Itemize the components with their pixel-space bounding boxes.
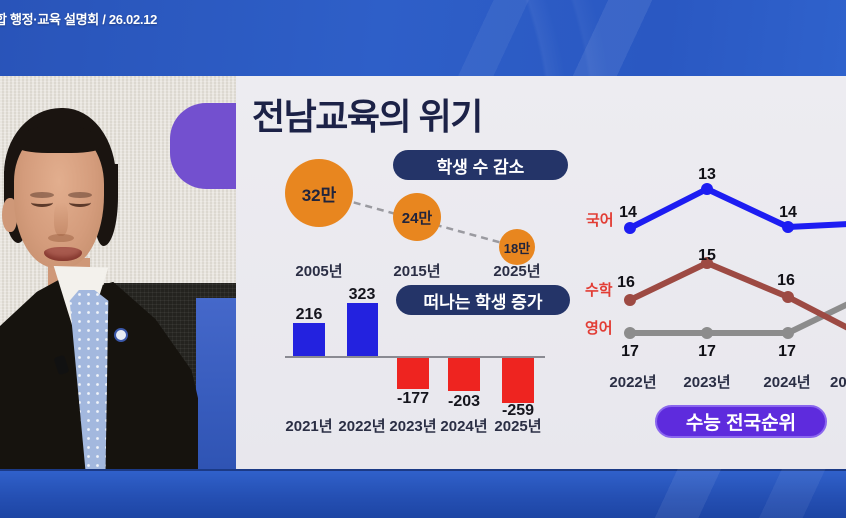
studio-screen-blue-band — [196, 298, 236, 469]
bar-2024 — [448, 358, 480, 391]
badge-student-decline: 학생 수 감소 — [393, 150, 568, 180]
series-label-korean: 국어 — [586, 212, 614, 229]
line-value-label: 17 — [621, 343, 639, 360]
bar-year-label: 2022년 — [338, 418, 386, 435]
line-value-label: 14 — [619, 204, 637, 221]
rank-lines — [624, 183, 846, 339]
program-title: 합 행정·교육 설명회 / 26.02.12 — [0, 12, 158, 27]
bubble-2005: 32만 — [285, 159, 353, 227]
bar-2023 — [397, 358, 429, 389]
speaker-eyebrow-right — [68, 192, 92, 198]
studio-video-feed — [0, 76, 236, 469]
line-year-label: 2025년 — [830, 374, 846, 391]
bar-value-label: 216 — [295, 306, 323, 323]
bar-2025 — [502, 358, 534, 403]
line-value-label: 16 — [617, 274, 635, 291]
bar-year-label: 2021년 — [285, 418, 333, 435]
bar-value-label: -259 — [501, 402, 535, 419]
line-year-label: 2024년 — [763, 374, 811, 391]
bubble-year-label: 2005년 — [295, 263, 343, 280]
studio-screen-purple-shape — [170, 103, 236, 189]
line-year-label: 2022년 — [609, 374, 657, 391]
speaker-nose-shadow — [48, 234, 74, 242]
footer-bar — [0, 469, 846, 518]
bar-year-label: 2024년 — [440, 418, 488, 435]
badge-suneung-rank: 수능 전국순위 — [655, 405, 827, 438]
bubble-year-label: 2015년 — [393, 263, 441, 280]
header-bar — [0, 0, 846, 76]
bar-2021 — [293, 323, 325, 356]
bubble-2025: 18만 — [499, 229, 535, 265]
line-math — [627, 260, 846, 331]
line-value-label: 15 — [698, 247, 716, 264]
speaker-nose — [54, 202, 68, 236]
line-value-label: 17 — [698, 343, 716, 360]
bar-year-label: 2025년 — [494, 418, 542, 435]
series-label-english: 영어 — [585, 320, 613, 337]
line-value-label: 16 — [777, 272, 795, 289]
line-value-label: 13 — [698, 166, 716, 183]
bar-year-label: 2023년 — [389, 418, 437, 435]
bar-value-label: 323 — [348, 286, 376, 303]
bar-value-label: -203 — [447, 393, 481, 410]
line-english — [627, 301, 846, 336]
line-value-label: 14 — [779, 204, 797, 221]
series-label-math: 수학 — [585, 282, 613, 299]
speaker-eyebrow-left — [30, 192, 54, 198]
speaker-hairline — [17, 126, 102, 153]
bar-2022 — [347, 303, 378, 356]
bubble-year-label: 2025년 — [493, 263, 541, 280]
speaker-eye-left — [31, 198, 53, 207]
bar-chart-baseline — [285, 356, 545, 358]
badge-leaving-students: 떠나는 학생 증가 — [396, 285, 570, 315]
speaker-mouth — [44, 247, 82, 261]
infographic-panel: 전남교육의 위기 학생 수 감소 32만 24만 18만 2005년 2015년… — [236, 76, 846, 469]
line-korean — [627, 186, 846, 231]
line-value-label: 17 — [778, 343, 796, 360]
speaker-eye-right — [69, 198, 91, 207]
panel-title: 전남교육의 위기 — [252, 96, 483, 137]
bar-value-label: -177 — [396, 390, 430, 407]
bubble-2015: 24만 — [393, 193, 441, 241]
speaker-ear — [2, 198, 17, 232]
line-year-label: 2023년 — [683, 374, 731, 391]
lapel-pin — [114, 328, 128, 342]
